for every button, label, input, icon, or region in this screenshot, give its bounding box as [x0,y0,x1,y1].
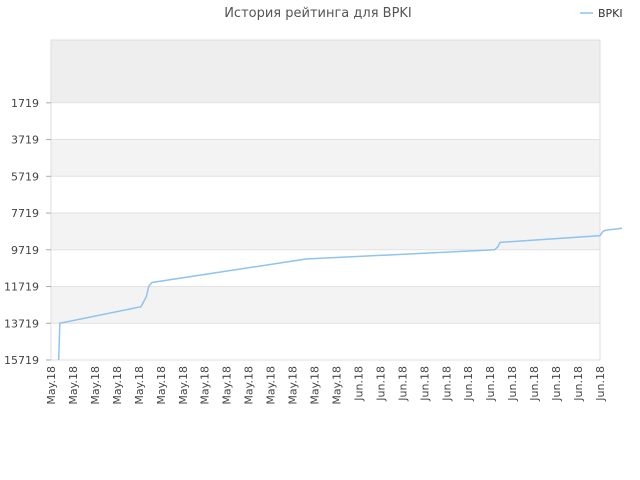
x-tick-label: May.18 [309,366,322,405]
x-tick-label: May.18 [287,366,300,405]
x-tick-label: Jun.18 [352,366,365,402]
grid-band [51,249,600,287]
grid-bands [51,40,600,360]
x-tick-label: Jun.18 [484,366,497,402]
y-tick-label: 7719 [11,207,39,220]
x-tick-label: Jun.18 [396,366,409,402]
series-line [57,227,623,361]
y-axis: 1719 3719 5719 7719 9719 11719 13719 15719 [4,97,51,367]
grid-band [51,102,600,140]
grid-band [51,139,600,177]
x-axis: May.18 May.18 May.18 May.18 May.18 May.18 May.… [45,366,607,405]
series-group [57,227,623,361]
y-tick-label: 13719 [4,317,39,330]
x-tick-label: May.18 [111,366,124,405]
x-tick-label: Jun.18 [462,366,475,402]
y-tick-label: 15719 [4,354,39,367]
x-tick-label: May.18 [199,366,212,405]
grid-band [51,176,600,214]
grid-band [51,40,600,103]
grid-band [51,213,600,250]
y-tick-label: 5719 [11,170,39,183]
x-tick-label: May.18 [221,366,234,405]
x-tick-label: May.18 [243,366,256,405]
x-tick-label: May.18 [89,366,102,405]
x-tick-label: May.18 [155,366,168,405]
chart-title: История рейтинга для BPKI [224,6,412,21]
plot-area [50,39,601,361]
y-tick-label: 3719 [11,134,39,147]
x-tick-label: Jun.18 [506,366,519,402]
x-tick-label: May.18 [133,366,146,405]
x-tick-label: Jun.18 [528,366,541,402]
x-tick-label: Jun.18 [418,366,431,402]
x-tick-label: May.18 [177,366,190,405]
x-tick-label: Jun.18 [594,366,607,402]
x-tick-label: Jun.18 [572,366,585,402]
x-tick-label: Jun.18 [374,366,387,402]
y-tick-label: 11719 [4,281,39,294]
x-tick-label: Jun.18 [440,366,453,402]
x-tick-label: May.18 [330,366,343,405]
y-tick-label: 9719 [11,244,39,257]
legend-label: BPKI [598,7,623,20]
grid-band [51,323,600,360]
x-tick-label: May.18 [67,366,80,405]
legend: BPKI [580,7,623,20]
grid-band [51,286,600,324]
x-tick-label: May.18 [45,366,58,405]
y-tick-label: 1719 [11,97,39,110]
x-tick-label: Jun.18 [550,366,563,402]
x-tick-label: May.18 [265,366,278,405]
